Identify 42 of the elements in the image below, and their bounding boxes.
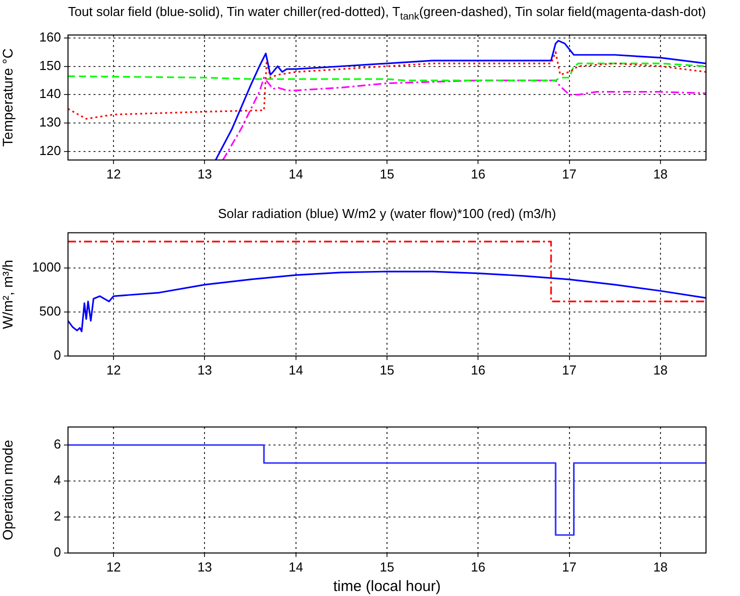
chart-title: Solar radiation (blue) W/m2 y (water flow)*100 (red) (m3/h) (216, 206, 558, 221)
x-tick-label: 16 (470, 559, 486, 574)
x-axis-title: time (local hour) (333, 578, 441, 596)
x-tick-label: 16 (470, 362, 486, 378)
y-axis-title: Temperature °C (0, 48, 16, 147)
x-tick-label: 18 (653, 559, 668, 574)
y-tick-label: 1000 (32, 260, 61, 275)
x-tick-label: 12 (106, 166, 121, 182)
y-axis-title: Operation mode (0, 440, 16, 540)
y-tick-label: 4 (54, 472, 61, 488)
x-tick-label: 14 (288, 166, 304, 182)
y-tick-label: 150 (39, 58, 61, 73)
x-tick-label: 14 (288, 559, 304, 574)
line-series (68, 51, 706, 120)
y-tick-label: 130 (39, 114, 61, 130)
x-tick-label: 18 (653, 166, 668, 182)
y-tick-label: 140 (39, 86, 61, 102)
y-tick-label: 500 (39, 304, 61, 319)
x-tick-label: 15 (380, 559, 394, 574)
y-tick-label: 0 (54, 348, 61, 363)
x-tick-label: 13 (197, 559, 212, 574)
x-tick-label: 12 (106, 559, 121, 574)
line-series (68, 62, 706, 82)
x-tick-label: 13 (197, 362, 212, 378)
y-tick-label: 120 (39, 143, 61, 158)
x-tick-label: 14 (288, 362, 304, 378)
line-series (222, 76, 706, 160)
y-tick-label: 0 (54, 544, 61, 560)
y-tick-label: 2 (54, 508, 61, 524)
x-tick-label: 15 (380, 166, 394, 182)
y-axis-title: W/m², m³/h (0, 260, 16, 330)
x-tick-label: 13 (197, 166, 212, 182)
x-tick-label: 16 (470, 166, 486, 182)
x-tick-label: 18 (653, 362, 668, 378)
x-tick-label: 17 (562, 362, 577, 378)
chart-title: Tout solar field (blue-solid), Tin water chiller(red-dotted), T$_{tank}$(green-dashed), Tin solar field(magenta-dash-dot) (68, 4, 706, 23)
x-tick-label: 17 (562, 166, 577, 182)
y-tick-label: 6 (54, 436, 61, 452)
y-tick-label: 160 (39, 29, 61, 44)
x-tick-label: 15 (380, 362, 394, 378)
x-tick-label: 12 (106, 362, 121, 378)
x-tick-label: 17 (562, 559, 577, 574)
